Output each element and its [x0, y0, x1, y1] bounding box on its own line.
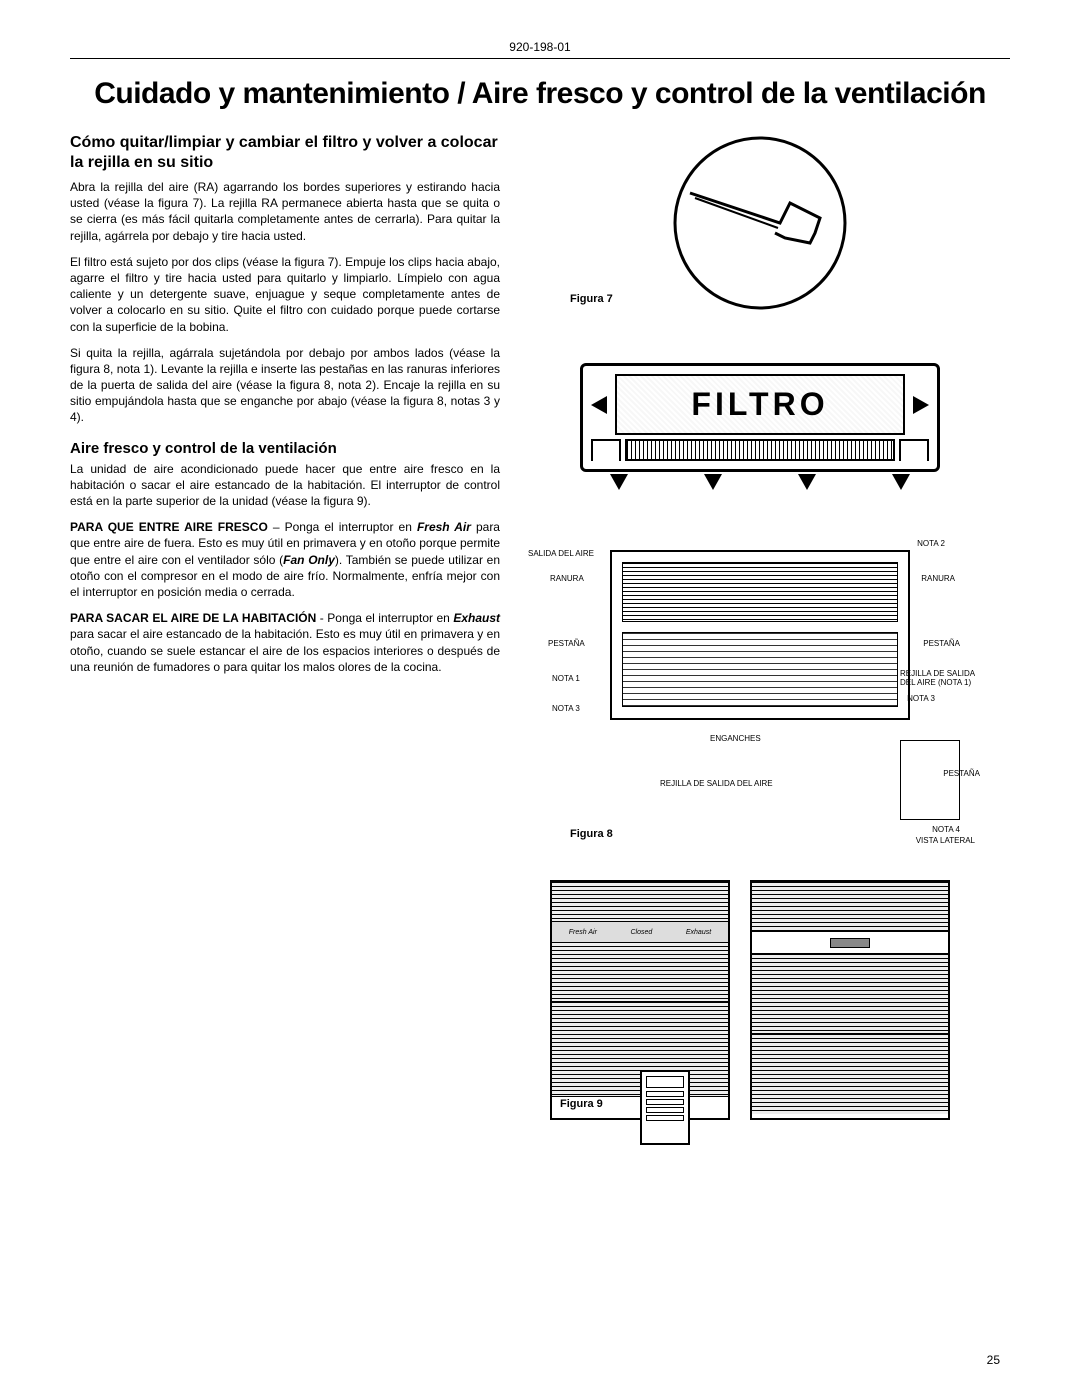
paragraph-1: Abra la rejilla del aire (RA) agarrando …: [70, 179, 500, 244]
fig8-nota3l: NOTA 3: [552, 705, 580, 714]
remote-btn4: [646, 1115, 684, 1121]
figure8-label: Figura 8: [570, 828, 613, 840]
fig8-nota3r: NOTA 3: [907, 695, 935, 704]
fig9-slat-1: [552, 882, 728, 922]
fig8-sideview: [900, 740, 960, 820]
right-column: Figura 7 FILTRO: [520, 133, 1000, 1140]
fig9r-slat-3: [752, 1034, 948, 1114]
fig8-rejilla-bottom: REJILLA DE SALIDA DEL AIRE: [660, 780, 773, 789]
filtro-bottom-grill: [625, 439, 895, 461]
p6-b: - Ponga el interruptor en: [316, 611, 453, 625]
fig9-remote: [640, 1070, 690, 1145]
filtro-outer: FILTRO: [580, 363, 940, 472]
remote-btn2: [646, 1099, 684, 1105]
figure9-label: Figura 9: [560, 1098, 603, 1110]
fig9-right-unit: [750, 880, 950, 1120]
content-columns: Cómo quitar/limpiar y cambiar el filtro …: [70, 133, 1010, 1140]
p5-fanonly: Fan Only: [283, 553, 335, 567]
fig8-vent: [622, 562, 898, 622]
p6-d: para sacar el aire estancado de la habit…: [70, 627, 500, 673]
fig8-enganches: ENGANCHES: [710, 735, 761, 744]
filtro-clips: [591, 439, 929, 461]
section1-heading: Cómo quitar/limpiar y cambiar el filtro …: [70, 133, 500, 173]
remote-btn3: [646, 1107, 684, 1113]
section2-heading: Aire fresco y control de la ventilación: [70, 440, 500, 457]
p6-exhaust: Exhaust: [453, 611, 500, 625]
top-rule: [70, 58, 1010, 59]
paragraph-6: PARA SACAR EL AIRE DE LA HABITACIÓN - Po…: [70, 610, 500, 675]
arrow-down-right-icon: [892, 474, 910, 490]
remote-btn1: [646, 1091, 684, 1097]
fig8-nota1: NOTA 1: [552, 675, 580, 684]
fig8-unit: [610, 550, 910, 720]
fig9r-slat-2: [752, 954, 948, 1034]
page-title: Cuidado y mantenimiento / Aire fresco y …: [70, 77, 1010, 111]
fig9r-switch: [752, 932, 948, 954]
switch-closed: Closed: [631, 929, 653, 936]
fig8-rejilla-salida: REJILLA DE SALIDA DEL AIRE (NOTA 1): [900, 670, 980, 688]
p5-lead: PARA QUE ENTRE AIRE FRESCO: [70, 520, 268, 534]
figure-9: Fresh Air Closed Exhaust: [520, 870, 960, 1140]
fig9r-slat-1: [752, 882, 948, 932]
figure-7: Figura 7: [520, 133, 1000, 353]
paragraph-3: Si quita la rejilla, agárrala sujetándol…: [70, 345, 500, 426]
arrow-down-mid2-icon: [798, 474, 816, 490]
fig8-pestana-side: PESTAÑA: [943, 770, 980, 779]
filtro-diagram: FILTRO: [580, 363, 940, 490]
fig8-lower: [622, 632, 898, 707]
figure7-label: Figura 7: [570, 293, 613, 305]
fig8-vista: VISTA LATERAL: [916, 837, 975, 846]
fig8-pestana-r: PESTAÑA: [923, 640, 960, 649]
p5-b: – Ponga el interruptor en: [268, 520, 417, 534]
fig8-nota2: NOTA 2: [917, 540, 945, 549]
switch-exhaust: Exhaust: [686, 929, 711, 936]
paragraph-5: PARA QUE ENTRE AIRE FRESCO – Ponga el in…: [70, 519, 500, 600]
arrow-right-icon: [913, 396, 929, 414]
fig9-slat-2: [552, 942, 728, 1002]
filtro-label: FILTRO: [615, 374, 905, 435]
arrow-down-left-icon: [610, 474, 628, 490]
fig8-nota4: NOTA 4: [932, 826, 960, 835]
fig8-ranura-l: RANURA: [550, 575, 584, 584]
arrow-left-icon: [591, 396, 607, 414]
paragraph-4: La unidad de aire acondicionado puede ha…: [70, 461, 500, 510]
arrow-down-mid1-icon: [704, 474, 722, 490]
p6-lead: PARA SACAR EL AIRE DE LA HABITACIÓN: [70, 611, 316, 625]
fig8-pestana-l: PESTAÑA: [548, 640, 585, 649]
fig8-ranura-r: RANURA: [921, 575, 955, 584]
left-column: Cómo quitar/limpiar y cambiar el filtro …: [70, 133, 500, 1140]
paragraph-2: El filtro está sujeto por dos clips (véa…: [70, 254, 500, 335]
remote-screen: [646, 1076, 684, 1088]
document-number: 920-198-01: [70, 40, 1010, 54]
page-number: 25: [987, 1353, 1000, 1367]
fig8-salida: SALIDA DEL AIRE: [528, 550, 594, 559]
p5-freshair: Fresh Air: [417, 520, 471, 534]
figure7-svg: [640, 133, 880, 333]
clip-left: [591, 439, 621, 461]
fig9-switch-row: Fresh Air Closed Exhaust: [552, 922, 728, 942]
switch-fresh: Fresh Air: [569, 929, 597, 936]
fig9r-slider: [830, 938, 870, 948]
clip-right: [899, 439, 929, 461]
figure-8: SALIDA DEL AIRE RANURA RANURA NOTA 2 PES…: [520, 520, 980, 840]
